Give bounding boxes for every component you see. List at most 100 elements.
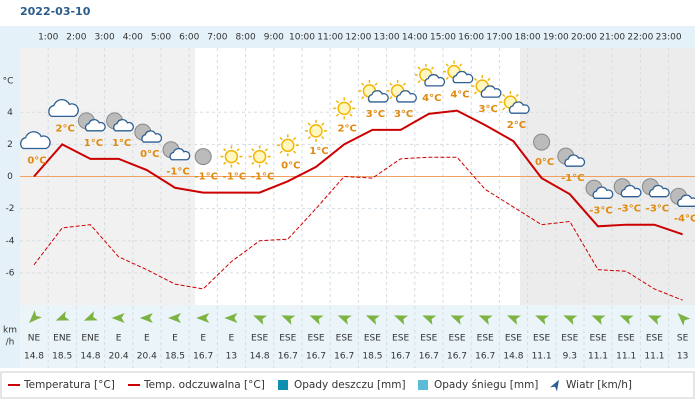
hour-label: 17:00 [486, 33, 512, 43]
sun-ray [223, 148, 227, 152]
sun-ray [445, 76, 449, 80]
hour-label: 15:00 [430, 33, 456, 43]
sun-ray [335, 100, 340, 104]
temperature-label: -3°C [646, 204, 669, 215]
weather-icon [585, 179, 614, 199]
wind-arrow [506, 315, 521, 325]
sun-ray [487, 77, 491, 81]
wind-speed: 16.7 [447, 352, 467, 362]
hour-label: 21:00 [599, 33, 625, 43]
weather-icon [106, 112, 134, 132]
wind-arrow [478, 315, 493, 325]
temperature-label: -3°C [589, 205, 612, 216]
sun-ray [335, 113, 340, 117]
temperature-label: -1°C [166, 167, 189, 178]
wind-speed: 14.8 [250, 352, 270, 362]
wind-speed: 18.5 [362, 352, 382, 362]
sun-ray [374, 82, 378, 86]
hour-label: 7:00 [207, 33, 227, 43]
sun-ray [473, 77, 478, 81]
sun-ray [361, 82, 365, 86]
sun-ray [515, 93, 519, 98]
temperature-label: -4°C [674, 213, 695, 224]
wind-direction: ENE [53, 334, 71, 344]
wind-direction: ESE [251, 334, 268, 344]
sun [281, 138, 295, 153]
wind-direction: ESE [618, 334, 635, 344]
temperature-label: 2°C [56, 123, 75, 134]
temperature-label: -1°C [561, 173, 584, 184]
cloud [396, 90, 417, 103]
y-tick-label: -4 [6, 236, 15, 246]
moon [533, 133, 551, 151]
wind-arrow [196, 313, 210, 323]
y-tick-label: 4 [7, 108, 13, 118]
weather-icon [276, 134, 299, 157]
wind-direction: ESE [477, 334, 494, 344]
sun-ray [349, 113, 353, 117]
temperature-label: 2°C [507, 120, 526, 131]
wind-speed: 14.8 [80, 352, 100, 362]
weather-icon [220, 145, 243, 168]
wind-speed: 11.1 [532, 352, 552, 362]
wind-speed: 18.5 [165, 352, 185, 362]
wind-speed: 9.3 [563, 352, 577, 362]
wind-arrow [281, 315, 296, 325]
sun-ray [417, 79, 421, 84]
wind-arrow [365, 315, 380, 325]
y-tick-label: 2 [7, 140, 13, 150]
wind-unit: /h [6, 338, 15, 348]
wind-direction: E [116, 334, 122, 344]
sun-ray [236, 161, 240, 165]
sun-ray [502, 107, 506, 111]
cloud [508, 101, 530, 114]
temperature-label: 3°C [394, 109, 413, 120]
sun-ray [292, 150, 297, 154]
hour-label: 3:00 [94, 33, 114, 43]
wind-direction: ESE [505, 334, 522, 344]
wind-arrow [647, 315, 662, 325]
hour-label: 23:00 [656, 33, 682, 43]
wind-arrow [111, 313, 125, 323]
hour-label: 19:00 [543, 33, 569, 43]
cloud [620, 184, 642, 198]
sun-ray [264, 161, 268, 165]
sun-ray [279, 137, 283, 141]
wind-arrow [394, 315, 409, 325]
weather-icon [333, 97, 356, 120]
wind-arrow [450, 315, 465, 325]
cloud [48, 98, 79, 118]
sun-ray [251, 161, 255, 165]
y-unit: °C [3, 77, 14, 87]
hour-label: 20:00 [571, 33, 597, 43]
cloud [592, 186, 614, 199]
wind-direction: ESE [561, 334, 578, 344]
cloud [564, 154, 586, 167]
wind-direction: NE [28, 334, 41, 344]
y-tick-label: -2 [6, 204, 15, 214]
legend-label: Temperatura [°C] [23, 379, 115, 391]
sun-ray [223, 161, 227, 165]
wind-arrow [337, 315, 352, 325]
temperature-label: 0°C [27, 156, 46, 167]
cloud [20, 131, 51, 150]
weather-icon [77, 112, 106, 132]
weather-icon [557, 147, 586, 167]
axis-column [0, 26, 20, 368]
weather-icon [48, 98, 79, 118]
wind-direction: ESE [307, 334, 324, 344]
sun-ray [321, 122, 325, 126]
temperature-label: -1°C [223, 172, 246, 183]
cloud [648, 184, 670, 198]
wind-arrow [563, 315, 578, 325]
wind-speed: 11.1 [616, 352, 636, 362]
wind-arrow [591, 315, 606, 325]
wind-arrow [677, 313, 691, 326]
wind-direction: E [172, 334, 178, 344]
wind-speed: 16.7 [193, 352, 213, 362]
cloud [367, 90, 389, 103]
wind-speed: 18.5 [52, 352, 72, 362]
weather-icon [305, 119, 327, 142]
hour-label: 14:00 [402, 33, 428, 43]
